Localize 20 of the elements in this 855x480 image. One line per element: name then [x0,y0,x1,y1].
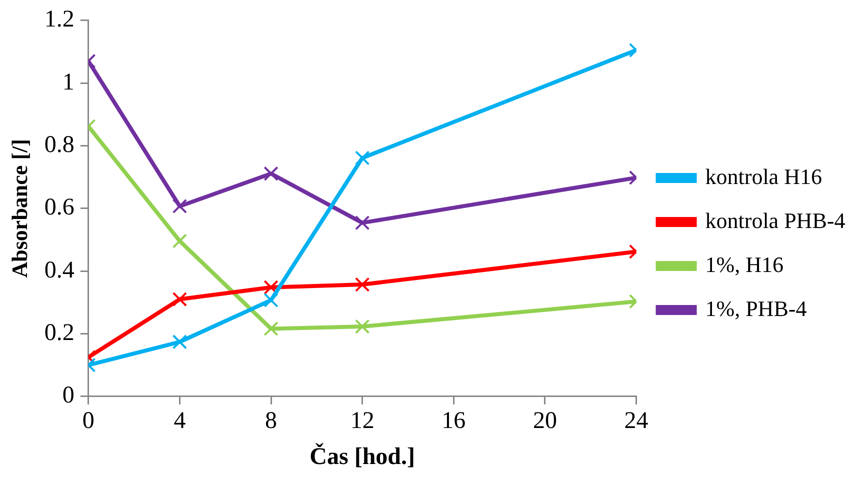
x-tick-label: 8 [265,408,278,434]
x-tick-label: 16 [442,408,466,434]
legend-label: kontrola H16 [705,164,822,189]
y-tick-label: 0.8 [44,132,74,158]
y-tick-label: 0 [62,382,74,409]
y-tick-label: 0.2 [44,320,74,346]
legend-label: 1%, PHB-4 [705,296,807,321]
x-axis-title: Čas [hod.] [310,442,416,470]
y-tick-label: 0.6 [44,194,74,221]
x-tick-label: 20 [532,408,557,434]
x-tick-label: 24 [624,408,648,434]
x-tick-label: 4 [174,408,186,434]
legend-label: kontrola PHB-4 [705,208,846,233]
x-tick-label: 12 [350,408,374,434]
x-tick-label: 0 [82,408,94,434]
y-tick-label: 1.2 [44,6,74,33]
y-tick-label: 1 [62,69,74,96]
y-tick-label: 0.4 [44,257,74,284]
legend-label: 1%, H16 [705,252,784,277]
y-axis-title: Absorbance [/] [6,139,32,278]
